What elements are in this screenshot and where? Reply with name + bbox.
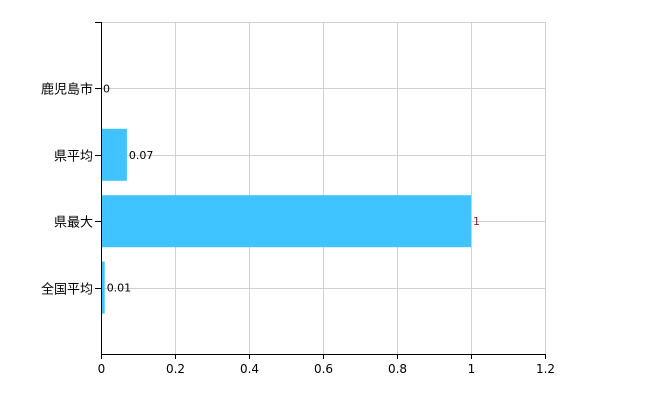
x-tick-label: 1 bbox=[468, 362, 476, 376]
x-tick-label: 0.8 bbox=[388, 362, 407, 376]
bar bbox=[101, 128, 127, 181]
bar bbox=[101, 261, 105, 314]
x-tick-label: 0.2 bbox=[166, 362, 185, 376]
category-label: 県平均 bbox=[54, 150, 93, 165]
x-tick-label: 0.4 bbox=[240, 362, 259, 376]
category-label: 鹿児島市 bbox=[41, 82, 93, 98]
data-label: 0 bbox=[103, 82, 110, 95]
data-label: 1 bbox=[473, 215, 480, 228]
data-label: 0.07 bbox=[129, 149, 154, 162]
bar bbox=[101, 195, 471, 248]
x-tick-label: 0 bbox=[98, 362, 106, 376]
data-label: 0.01 bbox=[107, 282, 132, 295]
x-tick-label: 0.6 bbox=[314, 362, 333, 376]
category-label: 県最大 bbox=[54, 216, 93, 231]
x-tick-label: 1.2 bbox=[536, 362, 555, 376]
category-label: 全国平均 bbox=[41, 282, 93, 298]
